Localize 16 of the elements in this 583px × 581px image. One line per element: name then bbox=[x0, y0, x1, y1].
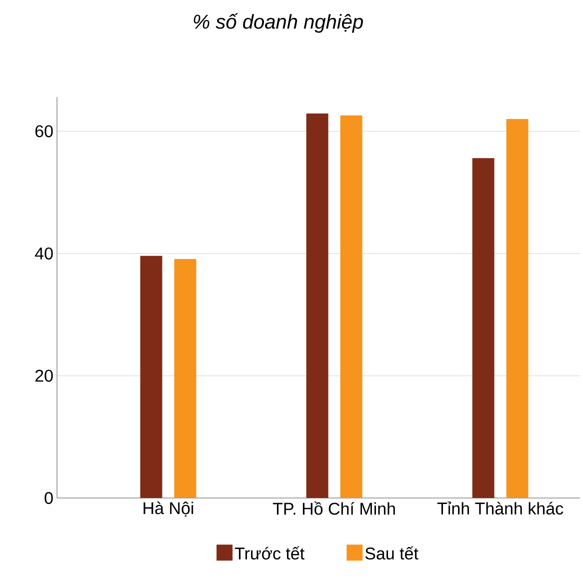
bar bbox=[340, 115, 362, 498]
legend-label: Sau tết bbox=[365, 546, 418, 560]
y-tick-label: 20 bbox=[35, 370, 53, 382]
bar bbox=[506, 119, 528, 498]
x-tick-label: Tỉnh Thành khác bbox=[437, 502, 564, 515]
bar bbox=[174, 258, 196, 498]
bar bbox=[140, 256, 162, 498]
x-tick-label: Hà Nội bbox=[144, 502, 194, 517]
y-tick-label: 40 bbox=[34, 247, 53, 260]
legend-label: Trước tết bbox=[234, 546, 304, 560]
bar bbox=[306, 114, 328, 498]
bar bbox=[472, 158, 494, 498]
chart-title: % số doanh nghiệp bbox=[194, 13, 363, 33]
y-tick-label: 60 bbox=[35, 125, 53, 138]
y-tick-label: 0 bbox=[44, 492, 53, 504]
x-tick-label: TP. Hồ Chí Minh bbox=[272, 502, 395, 515]
